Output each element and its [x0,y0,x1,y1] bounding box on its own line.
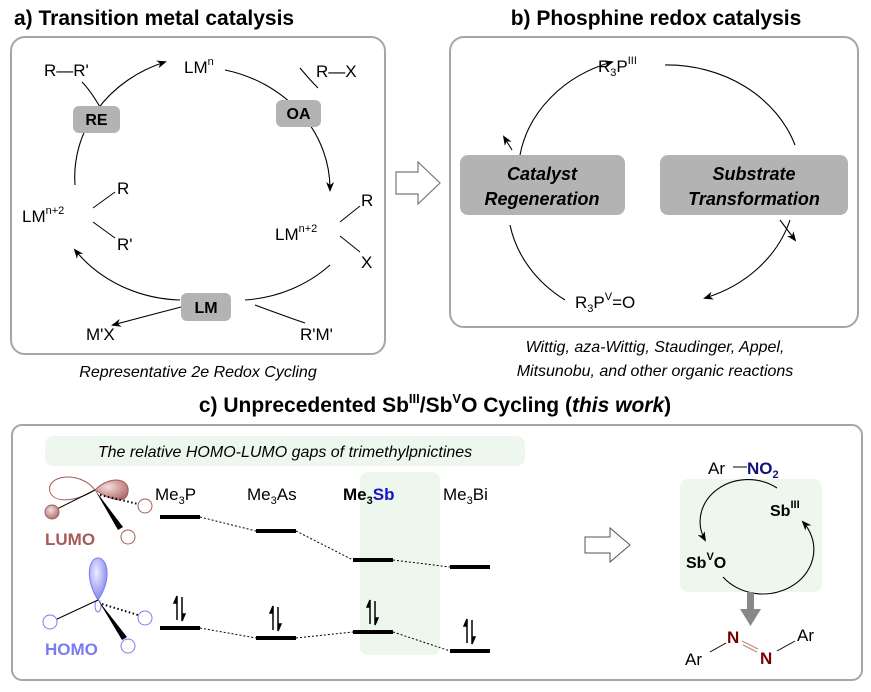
lm-box [181,293,231,321]
oa-box [276,100,321,127]
electron-pairs [172,595,477,645]
bond [776,640,796,652]
homo-connectors [199,627,451,652]
sb-cycle-box [680,479,822,592]
compound-me3p: Me3P [155,485,196,507]
panel-c-frame [11,424,863,681]
compound-me3as: Me3As [247,485,297,507]
compound-me3bi: Me3Bi [443,485,488,507]
sb-iii: SbIII [770,499,800,520]
catalyst-regeneration-box [460,155,625,215]
panel-a-frame [10,36,386,355]
azo-n1: N [727,628,739,647]
cycle-arrow-sb3-to-sb5 [697,479,778,542]
panel-b-title: b) Phosphine redox catalysis [511,7,802,30]
azo-ar-right: Ar [797,626,814,645]
homo-label: HOMO [45,640,98,659]
rr-branch [81,81,101,108]
left-r: R [117,179,129,198]
ar-no2: Ar NO2 [708,459,779,481]
branch-arrow [779,219,797,242]
lm-n2-left: LMn+2 [22,205,64,226]
cycle-arc-bottom-right [703,219,791,300]
open-arrow-icon [395,160,441,206]
sb-highlight [360,472,440,655]
lumo-label: LUMO [45,530,95,549]
rm-branch [254,304,306,324]
r3p-v-o: R3PV=O [575,291,635,315]
branch-arrow [502,135,513,151]
catalyst-label-1: Catalyst [507,164,578,184]
panel-a-caption: Representative 2e Redox Cycling [79,364,317,381]
cycle-arc-bottom-left [509,224,566,301]
panel-b-caption-1: Wittig, aza-Wittig, Staudinger, Appel, [526,339,785,356]
bond [709,642,727,653]
panel-b-caption-2: Mitsunobu, and other organic reactions [517,363,794,380]
lm-label: LM [194,300,217,317]
gap-label: The relative HOMO-LUMO gaps of trimethyl… [98,444,472,461]
panel-c-title: c) Unprecedented SbIII/SbVO Cycling (thi… [199,391,671,417]
right-r: R [361,191,373,210]
mx-branch-arrow [111,305,186,327]
bond [742,644,758,653]
oa-label: OA [287,106,311,123]
re-box [73,106,120,133]
product-r-r: R—R' [44,61,89,80]
down-arrow-icon [740,592,761,626]
cycle-arc-right-bottom [244,264,331,301]
panel-c: c) Unprecedented SbIII/SbVO Cycling (thi… [11,391,863,681]
re-label: RE [85,112,108,129]
azo-ar-left: Ar [685,650,702,669]
panel-b: b) Phosphine redox catalysis R3PIII R3PV… [449,7,859,380]
gap-label-box [45,436,525,466]
lm-n2-right: LMn+2 [275,223,317,244]
cycle-arrow-sb5-to-sb3 [722,520,815,595]
panel-b-frame [449,36,859,328]
azo-n2: N [760,649,772,668]
compound-me3sb: Me3Sb [343,485,394,507]
open-arrow-icon [584,526,631,564]
bond [741,640,759,650]
cycle-arc-top-left [519,60,614,156]
sb-v-o: SbVO [686,551,726,572]
homo-orbital-icon [42,557,153,654]
bond [92,191,116,209]
cycle-arrow-oa [224,69,335,192]
substrate-r-x: R—X [316,62,357,81]
bond [92,221,116,239]
bond [339,205,361,223]
substrate-transformation-box [660,155,848,215]
right-x: X [361,253,372,272]
catalyst-label-2: Regeneration [484,189,599,209]
cycle-arc-top-right [664,64,796,146]
left-r-prime: R' [117,235,133,254]
panel-a: a) Transition metal catalysis R—R' LMn R… [10,7,386,381]
substrate-label-1: Substrate [712,164,795,184]
mx-label: M'X [86,325,115,344]
lumo-connectors [199,516,451,568]
rx-branch [299,67,319,89]
lumo-orbital-icon [44,476,153,545]
panel-a-title: a) Transition metal catalysis [14,7,294,30]
rm-label: R'M' [300,325,333,344]
bond [339,235,361,253]
lm-n-label: LMn [184,56,214,77]
cycle-arrow-lm [73,248,181,301]
substrate-label-2: Transformation [688,189,820,209]
r3p-iii: R3PIII [598,55,637,79]
